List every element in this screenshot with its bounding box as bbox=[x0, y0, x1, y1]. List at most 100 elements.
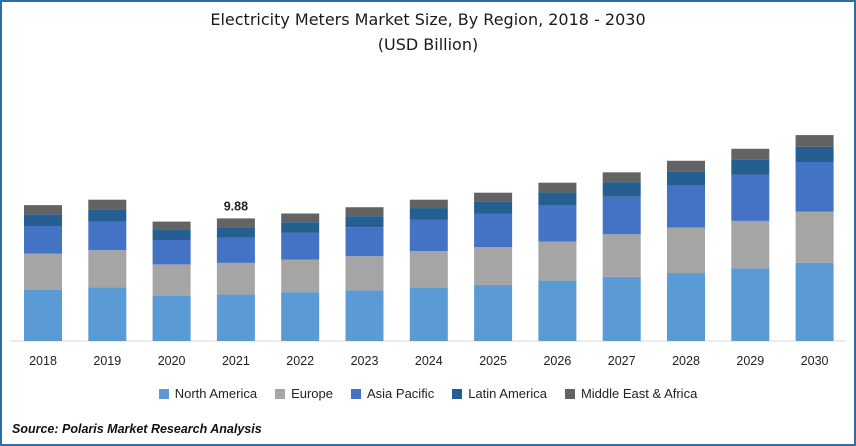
legend-label: Middle East & Africa bbox=[580, 386, 698, 401]
bar-2026-middle-east-africa bbox=[538, 182, 577, 193]
bar-2019-middle-east-africa bbox=[88, 199, 127, 210]
x-tick-2027: 2027 bbox=[608, 354, 636, 368]
legend-swatch bbox=[275, 388, 286, 399]
bar-2022-north-america bbox=[281, 292, 320, 341]
bar-2023-asia-pacific bbox=[345, 227, 384, 257]
data-label-2021: 9.88 bbox=[224, 199, 248, 213]
chart-plot: 2018 2019 2020 9.88 2021 2022 2023 2024 2025 2026… bbox=[10, 135, 846, 368]
bar-2020-middle-east-africa bbox=[152, 221, 191, 230]
bar-2027-europe bbox=[602, 234, 641, 277]
bar-2023-europe bbox=[345, 256, 384, 291]
bar-2027-latin-america bbox=[602, 182, 641, 197]
legend-label: Latin America bbox=[468, 386, 547, 401]
bar-2018-asia-pacific bbox=[24, 226, 62, 254]
x-tick-2024: 2024 bbox=[415, 354, 443, 368]
legend-swatch bbox=[564, 388, 575, 399]
chart-subtitle: (USD Billion) bbox=[377, 35, 479, 54]
bar-2029-middle-east-africa bbox=[731, 148, 770, 160]
bar-2019-north-america bbox=[88, 287, 127, 341]
bar-2018-middle-east-africa bbox=[24, 205, 62, 215]
bar-2026-north-america bbox=[538, 280, 577, 341]
bar-2024-north-america bbox=[409, 287, 448, 341]
x-tick-2030: 2030 bbox=[801, 354, 829, 368]
x-tick-2021: 2021 bbox=[222, 354, 250, 368]
bar-2028-asia-pacific bbox=[667, 185, 705, 228]
legend-label: Asia Pacific bbox=[367, 386, 435, 401]
bar-2027-asia-pacific bbox=[602, 196, 641, 235]
bar-2019-asia-pacific bbox=[88, 221, 127, 251]
bar-2030-north-america bbox=[795, 262, 834, 341]
bar-2024-europe bbox=[409, 251, 448, 288]
legend-item-asia-pacific: Asia Pacific bbox=[351, 386, 434, 401]
chart-title: Electricity Meters Market Size, By Regio… bbox=[210, 10, 646, 29]
bar-2025-europe bbox=[474, 247, 513, 285]
x-tick-2020: 2020 bbox=[158, 354, 186, 368]
bar-2020-north-america bbox=[152, 295, 191, 341]
bar-2021-north-america bbox=[216, 294, 255, 341]
source-note: Source: Polaris Market Research Analysis bbox=[12, 422, 262, 436]
legend-item-europe: Europe bbox=[275, 386, 333, 401]
bar-2022-middle-east-africa bbox=[281, 213, 320, 223]
bar-2021-latin-america bbox=[216, 227, 255, 238]
bar-2026-asia-pacific bbox=[538, 204, 577, 242]
bar-2020-europe bbox=[152, 264, 191, 296]
bar-2020-asia-pacific bbox=[152, 240, 191, 265]
x-tick-2029: 2029 bbox=[736, 354, 764, 368]
bar-2024-asia-pacific bbox=[409, 219, 448, 252]
bar-2018-latin-america bbox=[24, 214, 62, 227]
bar-2029-asia-pacific bbox=[731, 174, 770, 221]
chart-legend: North America Europe Asia Pacific Latin Ame… bbox=[2, 386, 854, 401]
legend-item-north-america: North America bbox=[158, 386, 258, 401]
bar-2026-latin-america bbox=[538, 192, 577, 205]
bar-2023-latin-america bbox=[345, 216, 384, 228]
bar-2023-north-america bbox=[345, 290, 384, 341]
bar-2025-north-america bbox=[474, 284, 513, 341]
legend-swatch bbox=[351, 388, 361, 399]
legend-swatch bbox=[452, 388, 463, 399]
bar-2024-latin-america bbox=[409, 208, 448, 220]
bar-2028-middle-east-africa bbox=[667, 160, 705, 172]
x-tick-2023: 2023 bbox=[351, 354, 379, 368]
bar-2025-middle-east-africa bbox=[474, 192, 513, 202]
legend-item-middle-east-africa: Middle East & Africa bbox=[564, 386, 698, 401]
bar-2019-latin-america bbox=[88, 209, 127, 222]
bar-2018-north-america bbox=[24, 289, 62, 341]
bar-2030-europe bbox=[795, 211, 834, 263]
x-tick-2025: 2025 bbox=[479, 354, 507, 368]
bar-2024-middle-east-africa bbox=[409, 199, 448, 209]
bar-2025-asia-pacific bbox=[474, 213, 513, 248]
bar-2019-europe bbox=[88, 250, 127, 288]
bar-2027-north-america bbox=[602, 276, 641, 341]
bar-2021-europe bbox=[216, 262, 255, 295]
bar-2023-middle-east-africa bbox=[345, 207, 384, 217]
bar-2028-north-america bbox=[667, 273, 705, 341]
bar-2018-europe bbox=[24, 253, 62, 290]
bar-2028-europe bbox=[667, 227, 705, 274]
x-tick-2019: 2019 bbox=[93, 354, 121, 368]
legend-swatch bbox=[158, 388, 169, 399]
bar-2029-europe bbox=[731, 220, 770, 269]
x-tick-2018: 2018 bbox=[29, 354, 57, 368]
bar-2028-latin-america bbox=[667, 171, 705, 186]
bar-2030-latin-america bbox=[795, 146, 834, 163]
x-tick-2028: 2028 bbox=[672, 354, 700, 368]
bar-2026-europe bbox=[538, 241, 577, 281]
bar-2029-latin-america bbox=[731, 159, 770, 175]
bar-2030-asia-pacific bbox=[795, 162, 834, 212]
bar-2022-europe bbox=[281, 259, 320, 293]
bar-2025-latin-america bbox=[474, 201, 513, 214]
bar-2021-asia-pacific bbox=[216, 237, 255, 263]
x-tick-2026: 2026 bbox=[543, 354, 571, 368]
legend-label: Europe bbox=[291, 386, 333, 401]
legend-label: North America bbox=[174, 386, 258, 401]
bar-2030-middle-east-africa bbox=[795, 135, 834, 147]
legend-item-latin-america: Latin America bbox=[452, 386, 547, 401]
bar-2029-north-america bbox=[731, 268, 770, 341]
bar-2027-middle-east-africa bbox=[602, 172, 641, 183]
bar-2021-middle-east-africa bbox=[216, 218, 255, 228]
x-tick-2022: 2022 bbox=[286, 354, 314, 368]
bar-2022-latin-america bbox=[281, 222, 320, 233]
bar-2022-asia-pacific bbox=[281, 232, 320, 260]
bar-2020-latin-america bbox=[152, 229, 191, 241]
